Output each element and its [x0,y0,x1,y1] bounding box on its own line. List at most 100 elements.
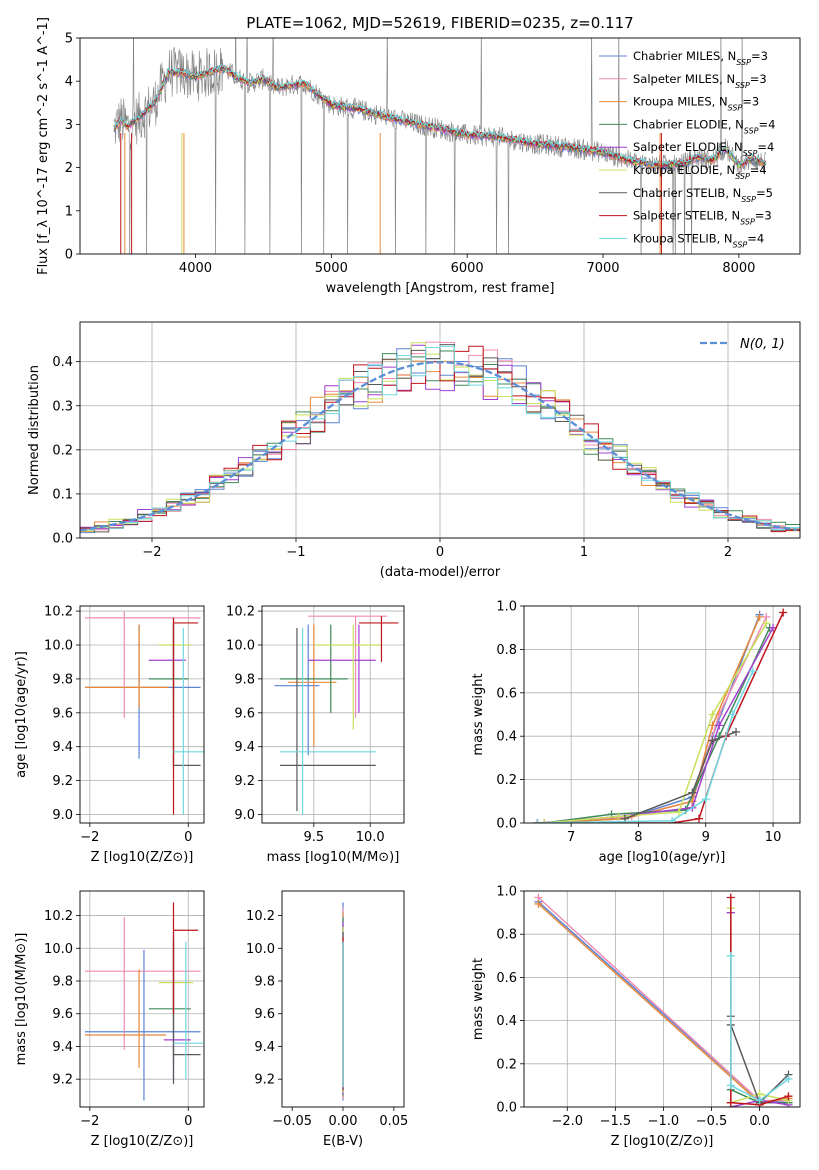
x-tick-label: 7000 [586,261,619,276]
x-tick-label: 0.05 [379,1114,408,1129]
x-tick-label: 6000 [451,261,484,276]
weight-line [537,616,767,823]
y-tick-label: 9.6 [52,1007,73,1022]
axes-frame [523,605,801,824]
grid-lines [262,606,404,823]
y-axis-label: Normed distribution [27,365,42,495]
legend-text-num: =4 [757,140,774,154]
axes-age-vs-mass: 9.5 10.0 9.0 9.2 9.4 9.6 9.8 10.0 10.2 mass [log1… [226,605,405,865]
weight-marker [688,788,697,797]
plot-area [80,341,800,534]
legend-text-main: Chabrier STELIB, N [633,186,741,200]
legend-text-sub: SSP [743,149,758,158]
weight-line [544,623,767,823]
axes-weight-vs-Z: −2.0 −1.5 −1.0 −0.5 0.0 0.0 0.2 0.4 0.6 0.8 1.0 Z [… [471,885,801,1149]
y-tick-label: 0.8 [496,928,517,943]
weight-marker [534,899,543,908]
weight-line [537,670,754,823]
weight-marker [726,1081,735,1090]
legend-text: Kroupa MILES, NSSP=3 [633,95,759,113]
x-axis-label: mass [log10(M/M⊙)] [267,850,400,865]
y-tick-label: 4 [65,75,73,90]
y-axis-label: Flux [f_λ 10^-17 erg cm^-2 s^-1 A^-1] [36,17,51,275]
y-tick-label: 0.6 [496,971,517,986]
legend-text-num: =4 [747,231,764,245]
weight-line [537,612,784,823]
weight-marker [732,727,741,736]
legend-text: Chabrier ELODIE, NSSP=4 [633,117,775,135]
y-tick-label: 9.0 [234,808,255,823]
legend-text-num: =3 [742,95,759,109]
x-axis-label: age [log10(age/yr)] [599,850,726,865]
weight-marker [726,893,735,902]
y-tick-label: 0 [65,248,73,263]
legend-text-sub: SSP [744,126,759,135]
y-tick-label: 2 [65,161,73,176]
x-tick-label: 9 [702,830,710,845]
legend-text-main: Kroupa MILES, N [633,95,728,109]
weight-marker [779,608,788,617]
x-tick-label: 0 [184,1114,192,1129]
weight-marker [708,721,717,730]
x-tick-label: 1 [580,545,588,560]
y-tick-label: 9.6 [52,706,73,721]
x-axis-label: Z [log10(Z/Z⊙)] [611,1134,714,1149]
weight-marker [784,1092,793,1101]
y-tick-label: 10.0 [44,942,73,957]
y-tick-label: 0.0 [496,1101,517,1116]
y-tick-label: 9.6 [234,706,255,721]
observed-spectrum [113,38,767,254]
weight-marker [726,1098,735,1107]
plot-area [534,893,793,1107]
axes-residuals: −2 −1 0 1 2 0.0 0.1 0.2 0.3 0.4 (data-model)/error… [27,321,801,580]
x-tick-label: 10.0 [356,830,385,845]
legend-text-main: Chabrier ELODIE, N [633,117,744,131]
y-tick-label: 9.2 [234,774,255,789]
weight-marker [614,812,623,821]
x-tick-label: 8000 [722,261,755,276]
legend-text-main: Salpeter MILES, N [633,72,735,86]
weight-line [544,627,774,823]
plot-area [84,902,204,1101]
residual-histogram [80,345,800,533]
legend-text-sub: SSP [741,194,756,203]
x-tick-label: −1.0 [648,1114,680,1129]
x-tick-label: 8 [634,830,642,845]
x-tick-label: −0.05 [272,1114,312,1129]
y-tick-label: 9.8 [234,672,255,687]
x-tick-label: 4000 [179,261,212,276]
y-tick-label: 0.4 [52,355,73,370]
y-tick-label: 10.0 [246,942,275,957]
y-tick-label: 3 [65,118,73,133]
y-tick-label: 5 [65,32,73,47]
weight-marker [715,732,724,741]
y-tick-label: 0.6 [496,686,517,701]
x-axis-label: wavelength [Angstrom, rest frame] [326,281,555,296]
plot-area [113,38,767,254]
legend-text-num: =4 [750,163,767,177]
weight-marker [708,710,717,719]
legend-text-main: Salpeter STELIB, N [633,209,740,223]
x-tick-label: 9.5 [303,830,324,845]
y-tick-label: 9.2 [254,1073,275,1088]
x-tick-label: −2 [80,1114,99,1129]
y-tick-label: 0.4 [496,730,517,745]
y-axis-label: mass [log10(M/M⊙)] [14,933,29,1066]
legend-text: Salpeter ELODIE, NSSP=4 [633,140,774,158]
y-tick-label: 9.8 [52,975,73,990]
x-tick-label: 0.0 [749,1114,770,1129]
legend-text: Kroupa ELODIE, NSSP=4 [633,163,767,181]
x-tick-label: 10 [765,830,782,845]
plot-area [533,608,788,823]
y-tick-label: 9.4 [234,740,255,755]
x-tick-label: 0 [184,830,192,845]
model-spectrum [113,63,767,167]
axes-frame [79,37,801,255]
x-axis-label: (data-model)/error [380,565,501,580]
x-tick-label: 5000 [315,261,348,276]
legend-text-sub: SSP [735,80,750,89]
normal-curve [80,360,798,532]
y-tick-label: 0.2 [52,443,73,458]
y-tick-label: 9.8 [52,672,73,687]
weight-line [544,627,771,823]
